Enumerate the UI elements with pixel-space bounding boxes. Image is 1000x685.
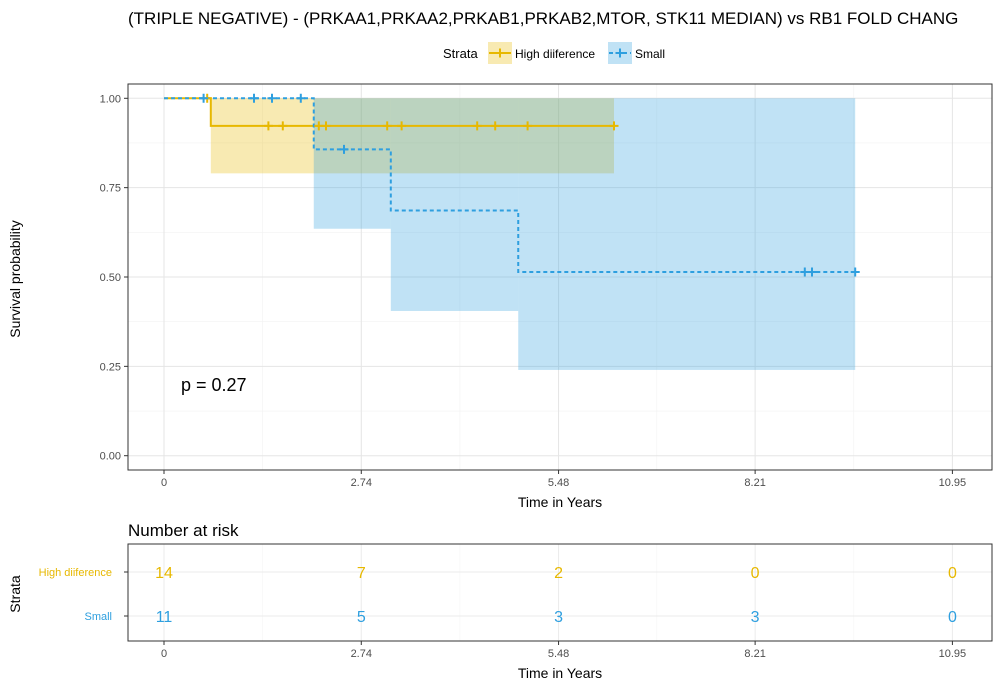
censor-mark-1-6 [807,267,817,277]
censor-mark-0-1 [263,121,273,131]
risk-value-1-1: 5 [357,609,366,626]
ci-band-1-3 [518,98,856,370]
risk-x-axis-label: Time in Years [518,665,602,681]
risk-frame [127,543,993,642]
risk-value-1-2: 3 [554,609,563,626]
risk-value-0-1: 7 [357,565,366,582]
x-tick-label-1: 2.74 [351,477,372,489]
censor-mark-0-4 [321,121,331,131]
risk-value-0-3: 0 [751,565,760,582]
legend: Strata High diiference Small [443,42,665,64]
censor-mark-1-7 [850,267,860,277]
risk-x-tick-label-3: 8.21 [744,648,765,660]
risk-x-tick-label-4: 10.95 [939,648,967,660]
risk-row-label-0: High diiference [39,567,112,579]
risk-value-0-4: 0 [948,565,957,582]
risk-grid [128,544,992,641]
censor-mark-0-5 [382,121,392,131]
survival-curve-1 [164,97,856,273]
legend-key-small [608,42,632,64]
risk-values: 14 7 2 0 0 11 5 3 3 0 [155,565,957,626]
y-tick-label-4: 1.00 [100,93,121,105]
censor-mark-1-2 [267,93,277,103]
risk-value-0-2: 2 [554,565,563,582]
confidence-bands [210,98,856,370]
p-value-annotation: p = 0.27 [181,375,247,395]
censor-mark-0-10 [609,121,619,131]
y-tick-label-2: 0.50 [100,272,121,284]
x-tick-label-2: 5.48 [548,477,569,489]
chart-title: (TRIPLE NEGATIVE) - (PRKAA1,PRKAA2,PRKAB… [128,9,958,28]
risk-x-tick-label-2: 5.48 [548,648,569,660]
censor-mark-0-8 [490,121,500,131]
censor-mark-0-7 [472,121,482,131]
legend-label-high: High diiference [515,47,595,61]
y-axis-label: Survival probability [7,220,23,338]
legend-key-small-censor-icon [615,48,625,58]
x-axis: 0 2.74 5.48 8.21 10.95 [161,470,966,489]
risk-x-tick-label-0: 0 [161,648,167,660]
legend-key-high-censor-icon [495,48,505,58]
legend-key-high [488,42,512,64]
survival-curves [164,97,856,273]
legend-label-small: Small [635,47,665,61]
risk-x-tick-label-1: 2.74 [351,648,372,660]
legend-title: Strata [443,46,478,61]
censor-mark-0-6 [397,121,407,131]
ci-band-1-1 [313,98,391,229]
x-axis-label: Time in Years [518,494,602,510]
survival-plot-panel: 0 2.74 5.48 8.21 10.95 0.00 0.25 0.50 0.75 1.00 [100,83,993,489]
risk-value-0-0: 14 [155,565,173,582]
risk-value-1-0: 11 [156,609,173,626]
censor-mark-1-3 [296,93,306,103]
x-tick-label-3: 8.21 [744,477,765,489]
risk-row-labels: High diiference Small [39,567,128,623]
x-tick-label-0: 0 [161,477,167,489]
y-tick-label-3: 0.75 [100,183,121,195]
censor-mark-1-1 [249,93,259,103]
risk-table-title: Number at risk [128,521,239,540]
censor-mark-0-2 [278,121,288,131]
censor-mark-1-0 [199,93,209,103]
y-axis: 0.00 0.25 0.50 0.75 1.00 [100,93,128,463]
risk-x-axis: 0 2.74 5.48 8.21 10.95 [161,641,966,660]
risk-y-axis-label: Strata [7,575,23,613]
risk-value-1-4: 0 [948,609,957,626]
censor-mark-0-9 [523,121,533,131]
censor-marks [199,93,860,277]
risk-value-1-3: 3 [751,609,760,626]
x-tick-label-4: 10.95 [939,477,967,489]
censor-mark-1-4 [339,144,349,154]
risk-row-label-1: Small [84,611,112,623]
ci-band-0-1 [210,98,615,174]
y-tick-label-0: 0.00 [100,451,121,463]
risk-table-panel: 14 7 2 0 0 11 5 3 3 0 0 2.74 5.48 8.21 10.95 High dii… [39,543,993,660]
y-tick-label-1: 0.25 [100,361,121,373]
ci-band-1-2 [390,98,519,311]
